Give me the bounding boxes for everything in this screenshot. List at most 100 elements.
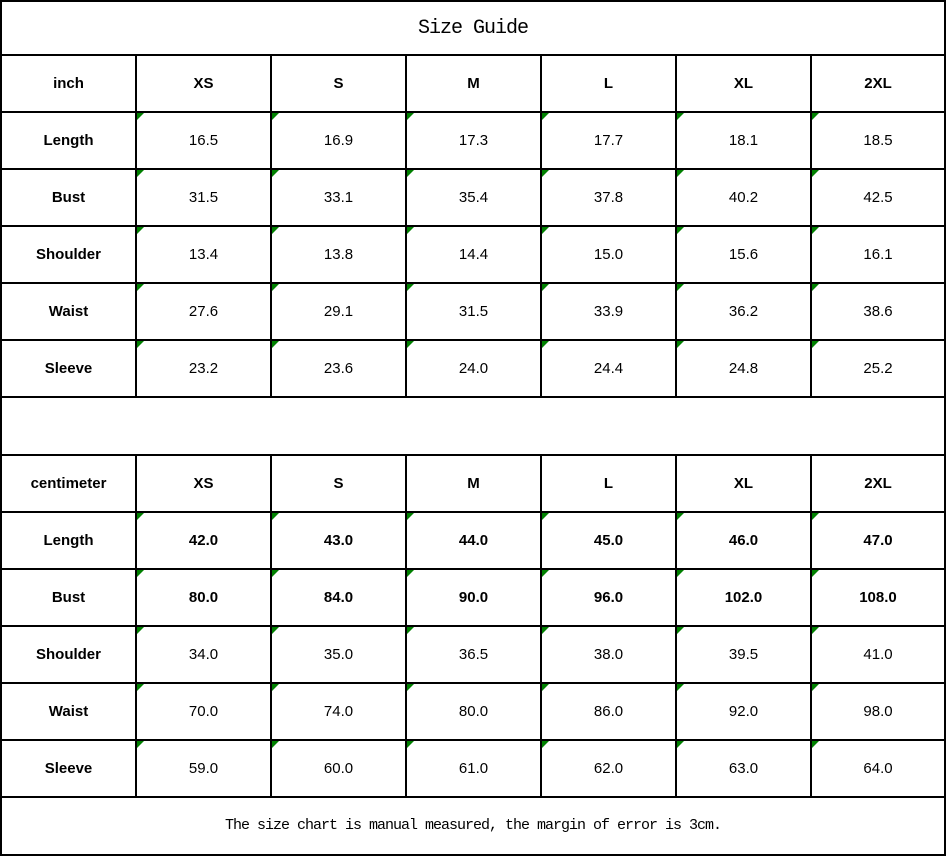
size-value-cell: 38.6 bbox=[810, 282, 946, 342]
size-value-cell: 36.5 bbox=[405, 624, 542, 684]
size-value-cell: 23.6 bbox=[270, 339, 407, 399]
cell-error-indicator-icon bbox=[543, 285, 549, 292]
size-value-cell: 80.0 bbox=[405, 681, 542, 741]
size-value: 102.0 bbox=[724, 588, 763, 606]
size-value: 25.2 bbox=[863, 360, 893, 378]
table-row-cm-length: Length 42.0 43.0 44.0 45.0 46.0 47.0 bbox=[0, 510, 946, 570]
size-value-cell: 61.0 bbox=[405, 738, 542, 798]
size-value-cell: 92.0 bbox=[675, 681, 812, 741]
row-label: Waist bbox=[0, 282, 137, 342]
cell-error-indicator-icon bbox=[678, 114, 684, 121]
size-value-cell: 45.0 bbox=[540, 510, 677, 570]
cell-error-indicator-icon bbox=[543, 171, 549, 178]
size-value: 62.0 bbox=[593, 759, 624, 777]
size-value: 98.0 bbox=[863, 702, 893, 720]
size-value-cell: 17.3 bbox=[405, 111, 542, 171]
cell-error-indicator-icon bbox=[273, 228, 279, 235]
col-header-xl: XL bbox=[675, 453, 812, 513]
size-value-cell: 31.5 bbox=[135, 168, 272, 228]
size-value-cell: 18.5 bbox=[810, 111, 946, 171]
size-value-cell: 70.0 bbox=[135, 681, 272, 741]
size-value-cell: 62.0 bbox=[540, 738, 677, 798]
cell-error-indicator-icon bbox=[138, 741, 144, 748]
cell-error-indicator-icon bbox=[138, 627, 144, 634]
cell-error-indicator-icon bbox=[543, 570, 549, 577]
cell-error-indicator-icon bbox=[813, 627, 819, 634]
table-row-cm-bust: Bust 80.0 84.0 90.0 96.0 102.0 108.0 bbox=[0, 567, 946, 627]
row-label: Shoulder bbox=[0, 225, 137, 285]
size-value: 59.0 bbox=[188, 759, 219, 777]
cell-error-indicator-icon bbox=[138, 570, 144, 577]
col-header-s: S bbox=[270, 453, 407, 513]
size-value-cell: 14.4 bbox=[405, 225, 542, 285]
size-value-cell: 47.0 bbox=[810, 510, 946, 570]
size-value-cell: 27.6 bbox=[135, 282, 272, 342]
cell-error-indicator-icon bbox=[543, 342, 549, 349]
size-value: 36.5 bbox=[458, 645, 489, 663]
size-value-cell: 80.0 bbox=[135, 567, 272, 627]
cell-error-indicator-icon bbox=[678, 684, 684, 691]
size-value-cell: 43.0 bbox=[270, 510, 407, 570]
size-value-cell: 16.1 bbox=[810, 225, 946, 285]
size-value-cell: 44.0 bbox=[405, 510, 542, 570]
unit-header-centimeter: centimeter bbox=[0, 453, 137, 513]
size-value-cell: 90.0 bbox=[405, 567, 542, 627]
cell-error-indicator-icon bbox=[543, 513, 549, 520]
size-value-cell: 41.0 bbox=[810, 624, 946, 684]
size-value-cell: 17.7 bbox=[540, 111, 677, 171]
size-value: 84.0 bbox=[323, 588, 354, 606]
size-value-cell: 31.5 bbox=[405, 282, 542, 342]
row-label: Shoulder bbox=[0, 624, 137, 684]
size-value-cell: 59.0 bbox=[135, 738, 272, 798]
size-value-cell: 29.1 bbox=[270, 282, 407, 342]
size-value-cell: 42.0 bbox=[135, 510, 272, 570]
size-value-cell: 13.8 bbox=[270, 225, 407, 285]
cell-error-indicator-icon bbox=[813, 570, 819, 577]
cell-error-indicator-icon bbox=[678, 513, 684, 520]
cell-error-indicator-icon bbox=[678, 627, 684, 634]
size-value: 39.5 bbox=[728, 645, 759, 663]
size-value: 42.5 bbox=[863, 189, 893, 207]
size-value-cell: 24.8 bbox=[675, 339, 812, 399]
size-value: 44.0 bbox=[458, 531, 489, 549]
cell-error-indicator-icon bbox=[408, 684, 414, 691]
row-label: Sleeve bbox=[0, 339, 137, 399]
cell-error-indicator-icon bbox=[273, 570, 279, 577]
table-row-inch-bust: Bust 31.5 33.1 35.4 37.8 40.2 42.5 bbox=[0, 168, 946, 228]
size-value: 24.4 bbox=[593, 360, 624, 378]
size-value: 15.0 bbox=[593, 246, 624, 264]
col-header-xs: XS bbox=[135, 54, 272, 114]
cell-error-indicator-icon bbox=[813, 513, 819, 520]
cell-error-indicator-icon bbox=[273, 285, 279, 292]
size-value: 16.5 bbox=[188, 132, 219, 150]
size-value: 63.0 bbox=[728, 759, 759, 777]
size-value-cell: 37.8 bbox=[540, 168, 677, 228]
row-label: Length bbox=[0, 510, 137, 570]
size-value-cell: 25.2 bbox=[810, 339, 946, 399]
col-header-xs: XS bbox=[135, 453, 272, 513]
size-value-cell: 16.5 bbox=[135, 111, 272, 171]
size-value: 40.2 bbox=[728, 189, 759, 207]
size-value-cell: 36.2 bbox=[675, 282, 812, 342]
table-row-inch-sleeve: Sleeve 23.2 23.6 24.0 24.4 24.8 25.2 bbox=[0, 339, 946, 399]
size-value: 33.9 bbox=[593, 303, 624, 321]
size-value: 16.1 bbox=[863, 246, 893, 264]
cell-error-indicator-icon bbox=[813, 684, 819, 691]
page-title: Size Guide bbox=[0, 0, 946, 57]
col-header-xl: XL bbox=[675, 54, 812, 114]
col-header-l: L bbox=[540, 54, 677, 114]
size-value-cell: 35.4 bbox=[405, 168, 542, 228]
size-value-cell: 46.0 bbox=[675, 510, 812, 570]
cell-error-indicator-icon bbox=[138, 285, 144, 292]
cell-error-indicator-icon bbox=[813, 741, 819, 748]
cell-error-indicator-icon bbox=[543, 741, 549, 748]
size-value: 45.0 bbox=[593, 531, 624, 549]
cell-error-indicator-icon bbox=[138, 342, 144, 349]
size-value-cell: 38.0 bbox=[540, 624, 677, 684]
col-header-2xl: 2XL bbox=[810, 54, 946, 114]
cell-error-indicator-icon bbox=[408, 741, 414, 748]
cell-error-indicator-icon bbox=[408, 513, 414, 520]
footer-row: The size chart is manual measured, the m… bbox=[0, 795, 946, 856]
size-value: 13.4 bbox=[188, 246, 219, 264]
